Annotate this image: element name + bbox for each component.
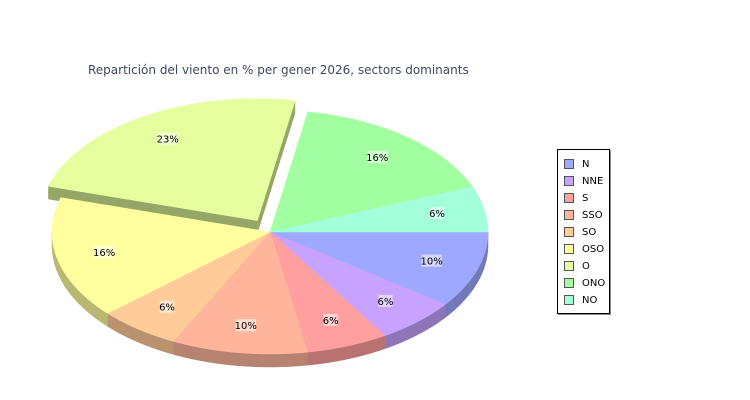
value-label-sso: 10% xyxy=(235,321,257,332)
chart-title: Repartición del viento en % per gener 20… xyxy=(88,63,469,77)
legend-item-o: O xyxy=(564,260,590,272)
legend-swatch-sso xyxy=(564,210,574,220)
value-label-ono: 16% xyxy=(366,153,388,164)
value-label-bg-sso xyxy=(235,319,257,332)
legend: N NNE S SSO SO OSO O ONO NO xyxy=(557,149,610,314)
pie-slice-ono xyxy=(269,111,473,233)
legend-label-o: O xyxy=(582,260,590,272)
value-label-s: 6% xyxy=(323,316,339,327)
legend-item-so: SO xyxy=(564,226,596,238)
legend-item-n: N xyxy=(564,158,589,170)
pie-slice-no xyxy=(269,186,489,233)
legend-swatch-no xyxy=(564,295,574,305)
value-label-bg-o xyxy=(157,132,178,145)
pie-slice-o xyxy=(47,98,296,221)
legend-swatch-s xyxy=(564,193,574,203)
legend-swatch-oso xyxy=(564,244,574,254)
value-label-so: 6% xyxy=(159,303,175,314)
value-label-oso: 16% xyxy=(93,248,115,259)
value-label-o: 23% xyxy=(157,135,179,146)
value-label-bg-s xyxy=(323,313,338,326)
legend-label-sso: SSO xyxy=(582,209,603,221)
pie-slice-so xyxy=(107,231,271,342)
legend-label-oso: OSO xyxy=(582,243,605,255)
legend-label-nne: NNE xyxy=(582,175,604,187)
legend-label-no: NO xyxy=(582,294,598,306)
legend-label-n: N xyxy=(582,158,590,170)
value-label-nne: 6% xyxy=(377,297,393,308)
value-label-bg-nne xyxy=(378,294,393,307)
legend-label-ono: ONO xyxy=(582,277,606,289)
pie-slice-n xyxy=(269,231,489,305)
value-label-bg-no xyxy=(429,207,445,219)
value-label-n: 10% xyxy=(420,257,442,268)
legend-item-oso: OSO xyxy=(564,243,604,255)
legend-swatch-o xyxy=(564,261,574,271)
legend-item-ono: ONO xyxy=(564,277,605,289)
legend-item-no: NO xyxy=(564,294,597,306)
value-label-bg-ono xyxy=(366,151,388,164)
legend-swatch-so xyxy=(564,227,574,237)
value-label-no: 6% xyxy=(429,209,445,220)
pie-slice-oso xyxy=(51,197,271,314)
legend-swatch-n xyxy=(564,159,574,169)
legend-swatch-ono xyxy=(564,278,574,288)
pie-slice-s xyxy=(269,231,386,353)
legend-item-s: S xyxy=(564,192,588,204)
pie-slices xyxy=(47,98,489,355)
legend-label-s: S xyxy=(582,192,589,204)
value-label-bg-n xyxy=(421,254,442,267)
legend-item-nne: NNE xyxy=(564,175,603,187)
legend-label-so: SO xyxy=(582,226,597,238)
pie-edge-o-1 xyxy=(257,100,296,234)
pie-slice-sso xyxy=(172,231,309,355)
value-label-bg-oso xyxy=(93,246,115,258)
value-label-bg-so xyxy=(159,300,175,313)
legend-item-sso: SSO xyxy=(564,209,603,221)
pie-value-labels: 10% 6% 6% 10% 6% 16% 23% 16% 6% xyxy=(93,132,445,332)
legend-swatch-nne xyxy=(564,176,574,186)
pie-slice-nne xyxy=(269,231,447,336)
